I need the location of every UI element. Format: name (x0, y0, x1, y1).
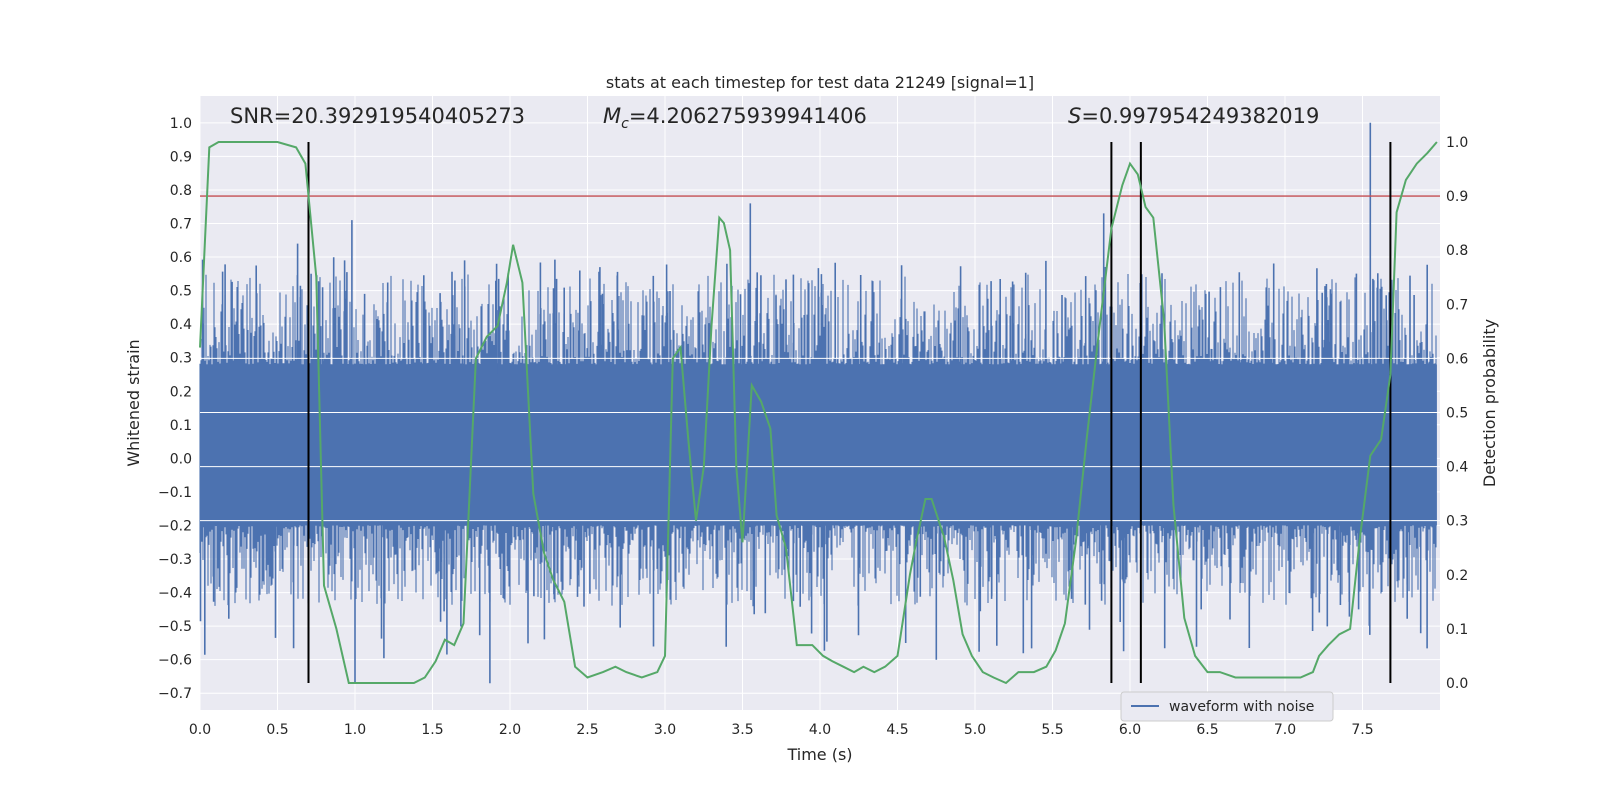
y-right-tick-label-10: 0.0 (1446, 676, 1468, 692)
x-tick-label-14: 7.0 (1274, 722, 1296, 738)
y-right-tick-label-7: 0.3 (1446, 514, 1468, 530)
x-axis-ticks: 0.0 0.5 1.0 1.5 2.0 2.5 3.0 3.5 4.0 4.5 5.0 5.5 6.0 6… (189, 722, 1374, 738)
y-right-tick-label-6: 0.4 (1446, 460, 1468, 476)
y-axis-right-ticks: 1.0 0.9 0.8 0.7 0.6 0.5 0.4 0.3 0.2 0.1 0.0 (1446, 135, 1468, 692)
x-tick-label-9: 4.5 (886, 722, 908, 738)
y-left-tick-label-2: 0.8 (170, 183, 192, 199)
chart-title: stats at each timestep for test data 212… (606, 73, 1034, 92)
legend-label: waveform with noise (1169, 699, 1314, 715)
vertical-markers (307, 141, 1392, 683)
y-left-tick-label-1: 0.9 (170, 149, 192, 165)
gridlines-right (200, 357, 1440, 522)
x-tick-label-7: 3.5 (731, 722, 753, 738)
chirp-mass-annotation: Mc=4.206275939941406 (603, 104, 867, 132)
y-right-tick-label-1: 0.9 (1446, 189, 1468, 205)
y-axis-left-ticks: 1.0 0.9 0.8 0.7 0.6 0.5 0.4 0.3 0.2 0.1 0.0 −0.1 −0.… (158, 116, 192, 702)
chirp-mass-value: =4.206275939941406 (629, 104, 867, 128)
y-left-tick-label-0: 1.0 (170, 116, 192, 132)
y-right-tick-label-4: 0.6 (1446, 351, 1468, 367)
waveform-spikes (199, 122, 1428, 684)
snr-annotation: SNR=20.392919540405273 (230, 104, 525, 128)
x-tick-label-11: 5.5 (1041, 722, 1063, 738)
x-tick-label-10: 5.0 (964, 722, 986, 738)
x-tick-label-15: 7.5 (1351, 722, 1373, 738)
y-right-tick-label-5: 0.5 (1446, 405, 1468, 421)
y-left-tick-label-14: −0.4 (158, 586, 192, 602)
y-left-tick-label-9: 0.1 (170, 418, 192, 434)
y-left-tick-label-15: −0.5 (158, 619, 192, 635)
legend: waveform with noise (1120, 691, 1334, 722)
y-left-tick-label-7: 0.3 (170, 351, 192, 367)
y-axis-right-label: Detection probability (1480, 319, 1499, 487)
y-left-tick-label-6: 0.4 (170, 317, 192, 333)
y-left-tick-label-13: −0.3 (158, 552, 192, 568)
x-tick-label-8: 4.0 (809, 722, 831, 738)
y-left-tick-label-8: 0.2 (170, 384, 192, 400)
x-tick-label-6: 3.0 (654, 722, 676, 738)
y-left-tick-label-12: −0.2 (158, 518, 192, 534)
x-tick-label-13: 6.5 (1196, 722, 1218, 738)
probability-series (199, 141, 1438, 685)
y-left-tick-label-16: −0.6 (158, 653, 192, 669)
x-tick-label-2: 1.0 (344, 722, 366, 738)
y-left-tick-label-5: 0.5 (170, 284, 192, 300)
s-value: =0.997954249382019 (1081, 104, 1319, 128)
s-annotation: S=0.997954249382019 (1068, 104, 1319, 128)
x-tick-label-4: 2.0 (499, 722, 521, 738)
y-right-tick-label-2: 0.8 (1446, 243, 1468, 259)
y-left-tick-label-4: 0.6 (170, 250, 192, 266)
y-right-tick-label-3: 0.7 (1446, 297, 1468, 313)
x-tick-label-1: 0.5 (266, 722, 288, 738)
y-left-tick-label-10: 0.0 (170, 451, 192, 467)
y-axis-left-label: Whitened strain (124, 339, 143, 466)
y-right-tick-label-9: 0.1 (1446, 622, 1468, 638)
waveform-series (199, 122, 1437, 684)
chirp-mass-symbol: M (603, 104, 621, 128)
y-left-tick-label-17: −0.7 (158, 686, 192, 702)
probability-line (199, 141, 1438, 685)
x-axis-label: Time (s) (786, 745, 852, 764)
x-tick-label-3: 1.5 (421, 722, 443, 738)
legend-box (1120, 691, 1334, 722)
y-left-tick-label-3: 0.7 (170, 216, 192, 232)
x-tick-label-5: 2.5 (576, 722, 598, 738)
s-symbol: S (1068, 104, 1081, 128)
y-right-tick-label-8: 0.2 (1446, 568, 1468, 584)
x-tick-label-12: 6.0 (1119, 722, 1141, 738)
x-tick-label-0: 0.0 (189, 722, 211, 738)
y-right-tick-label-0: 1.0 (1446, 135, 1468, 151)
chirp-mass-subscript: c (621, 116, 629, 132)
y-left-tick-label-11: −0.1 (158, 485, 192, 501)
